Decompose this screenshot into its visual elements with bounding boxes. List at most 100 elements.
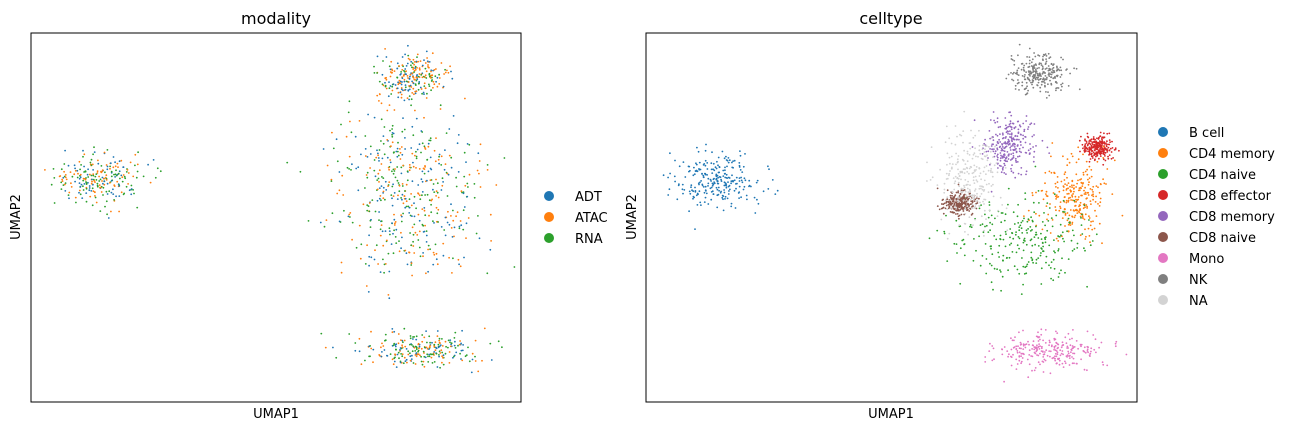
scatter-point bbox=[414, 363, 417, 365]
scatter-point bbox=[1089, 352, 1092, 355]
scatter-point bbox=[416, 148, 419, 151]
scatter-point bbox=[1034, 74, 1036, 76]
scatter-point bbox=[335, 138, 338, 141]
scatter-point bbox=[438, 77, 441, 79]
scatter-point bbox=[349, 216, 351, 218]
scatter-point bbox=[103, 183, 106, 186]
scatter-point bbox=[417, 88, 420, 91]
scatter-point bbox=[468, 143, 471, 146]
scatter-point bbox=[1095, 233, 1098, 236]
scatter-point bbox=[450, 227, 453, 229]
scatter-point bbox=[414, 231, 417, 234]
scatter-point bbox=[417, 213, 420, 216]
scatter-point bbox=[1106, 364, 1109, 367]
scatter-point bbox=[998, 256, 1000, 258]
scatter-point bbox=[1006, 350, 1009, 352]
scatter-point bbox=[432, 183, 435, 185]
scatter-point bbox=[455, 215, 457, 218]
scatter-point bbox=[1059, 223, 1062, 226]
scatter-point bbox=[1030, 61, 1033, 64]
scatter-point bbox=[398, 240, 400, 243]
scatter-point bbox=[68, 197, 70, 200]
scatter-point bbox=[124, 177, 127, 180]
scatter-point bbox=[1066, 193, 1069, 195]
scatter-point bbox=[1059, 207, 1062, 210]
scatter-point bbox=[442, 363, 445, 366]
scatter-point bbox=[398, 65, 400, 67]
scatter-point bbox=[415, 207, 417, 210]
scatter-point bbox=[1063, 179, 1066, 181]
scatter-point bbox=[1037, 345, 1040, 348]
scatter-point bbox=[418, 143, 421, 146]
scatter-point bbox=[1004, 142, 1007, 145]
scatter-point bbox=[688, 190, 691, 193]
scatter-point bbox=[1040, 347, 1043, 350]
scatter-point bbox=[396, 62, 399, 65]
scatter-point bbox=[1066, 164, 1069, 167]
scatter-point bbox=[430, 168, 433, 171]
scatter-point bbox=[1010, 364, 1013, 367]
scatter-point bbox=[394, 168, 396, 170]
scatter-point bbox=[1015, 147, 1017, 150]
scatter-point bbox=[988, 201, 991, 204]
scatter-point bbox=[948, 156, 951, 159]
scatter-point bbox=[990, 137, 993, 139]
scatter-point bbox=[973, 119, 976, 122]
scatter-point bbox=[441, 338, 443, 340]
scatter-point bbox=[415, 90, 418, 93]
scatter-point bbox=[83, 153, 86, 156]
scatter-point bbox=[984, 138, 986, 141]
scatter-point bbox=[409, 335, 412, 337]
scatter-point bbox=[418, 81, 421, 83]
scatter-point bbox=[958, 214, 961, 217]
scatter-point bbox=[715, 167, 718, 170]
scatter-point bbox=[1086, 369, 1088, 372]
scatter-point bbox=[446, 69, 448, 72]
scatter-point bbox=[394, 222, 396, 225]
scatter-point bbox=[1085, 142, 1088, 144]
scatter-point bbox=[976, 200, 978, 203]
scatter-point bbox=[727, 181, 729, 184]
scatter-point bbox=[377, 152, 379, 155]
scatter-point bbox=[1087, 178, 1089, 181]
scatter-point bbox=[152, 159, 155, 161]
scatter-point bbox=[1031, 229, 1033, 231]
scatter-point bbox=[1018, 138, 1020, 141]
scatter-point bbox=[955, 199, 958, 201]
scatter-point bbox=[1075, 67, 1078, 70]
scatter-point bbox=[1063, 240, 1065, 243]
scatter-point bbox=[1014, 336, 1016, 338]
scatter-point bbox=[968, 172, 970, 175]
scatter-point bbox=[53, 202, 56, 204]
scatter-point bbox=[1088, 235, 1091, 237]
scatter-point bbox=[397, 182, 400, 184]
scatter-point bbox=[711, 172, 714, 175]
scatter-point bbox=[1013, 265, 1016, 268]
scatter-point bbox=[667, 176, 669, 179]
scatter-point bbox=[442, 181, 444, 183]
scatter-point bbox=[730, 180, 733, 183]
scatter-point bbox=[1105, 145, 1108, 148]
scatter-point bbox=[1088, 181, 1090, 184]
scatter-point bbox=[1046, 218, 1048, 221]
scatter-point bbox=[389, 85, 392, 87]
scatter-point bbox=[1048, 94, 1051, 97]
scatter-point bbox=[982, 231, 985, 234]
scatter-point bbox=[1023, 70, 1026, 72]
scatter-point bbox=[451, 77, 454, 80]
scatter-point bbox=[438, 153, 441, 156]
scatter-point bbox=[971, 157, 974, 160]
scatter-point bbox=[674, 159, 676, 162]
scatter-point bbox=[1042, 77, 1045, 80]
scatter-point bbox=[376, 188, 379, 191]
scatter-point bbox=[1057, 240, 1060, 242]
scatter-point bbox=[1103, 132, 1105, 135]
scatter-point bbox=[67, 164, 70, 167]
scatter-point bbox=[981, 254, 984, 257]
scatter-point bbox=[1029, 143, 1031, 145]
scatter-point bbox=[1092, 185, 1095, 188]
scatter-point bbox=[983, 203, 985, 205]
scatter-point bbox=[1004, 164, 1006, 167]
scatter-point bbox=[390, 243, 393, 246]
scatter-point bbox=[427, 170, 430, 173]
